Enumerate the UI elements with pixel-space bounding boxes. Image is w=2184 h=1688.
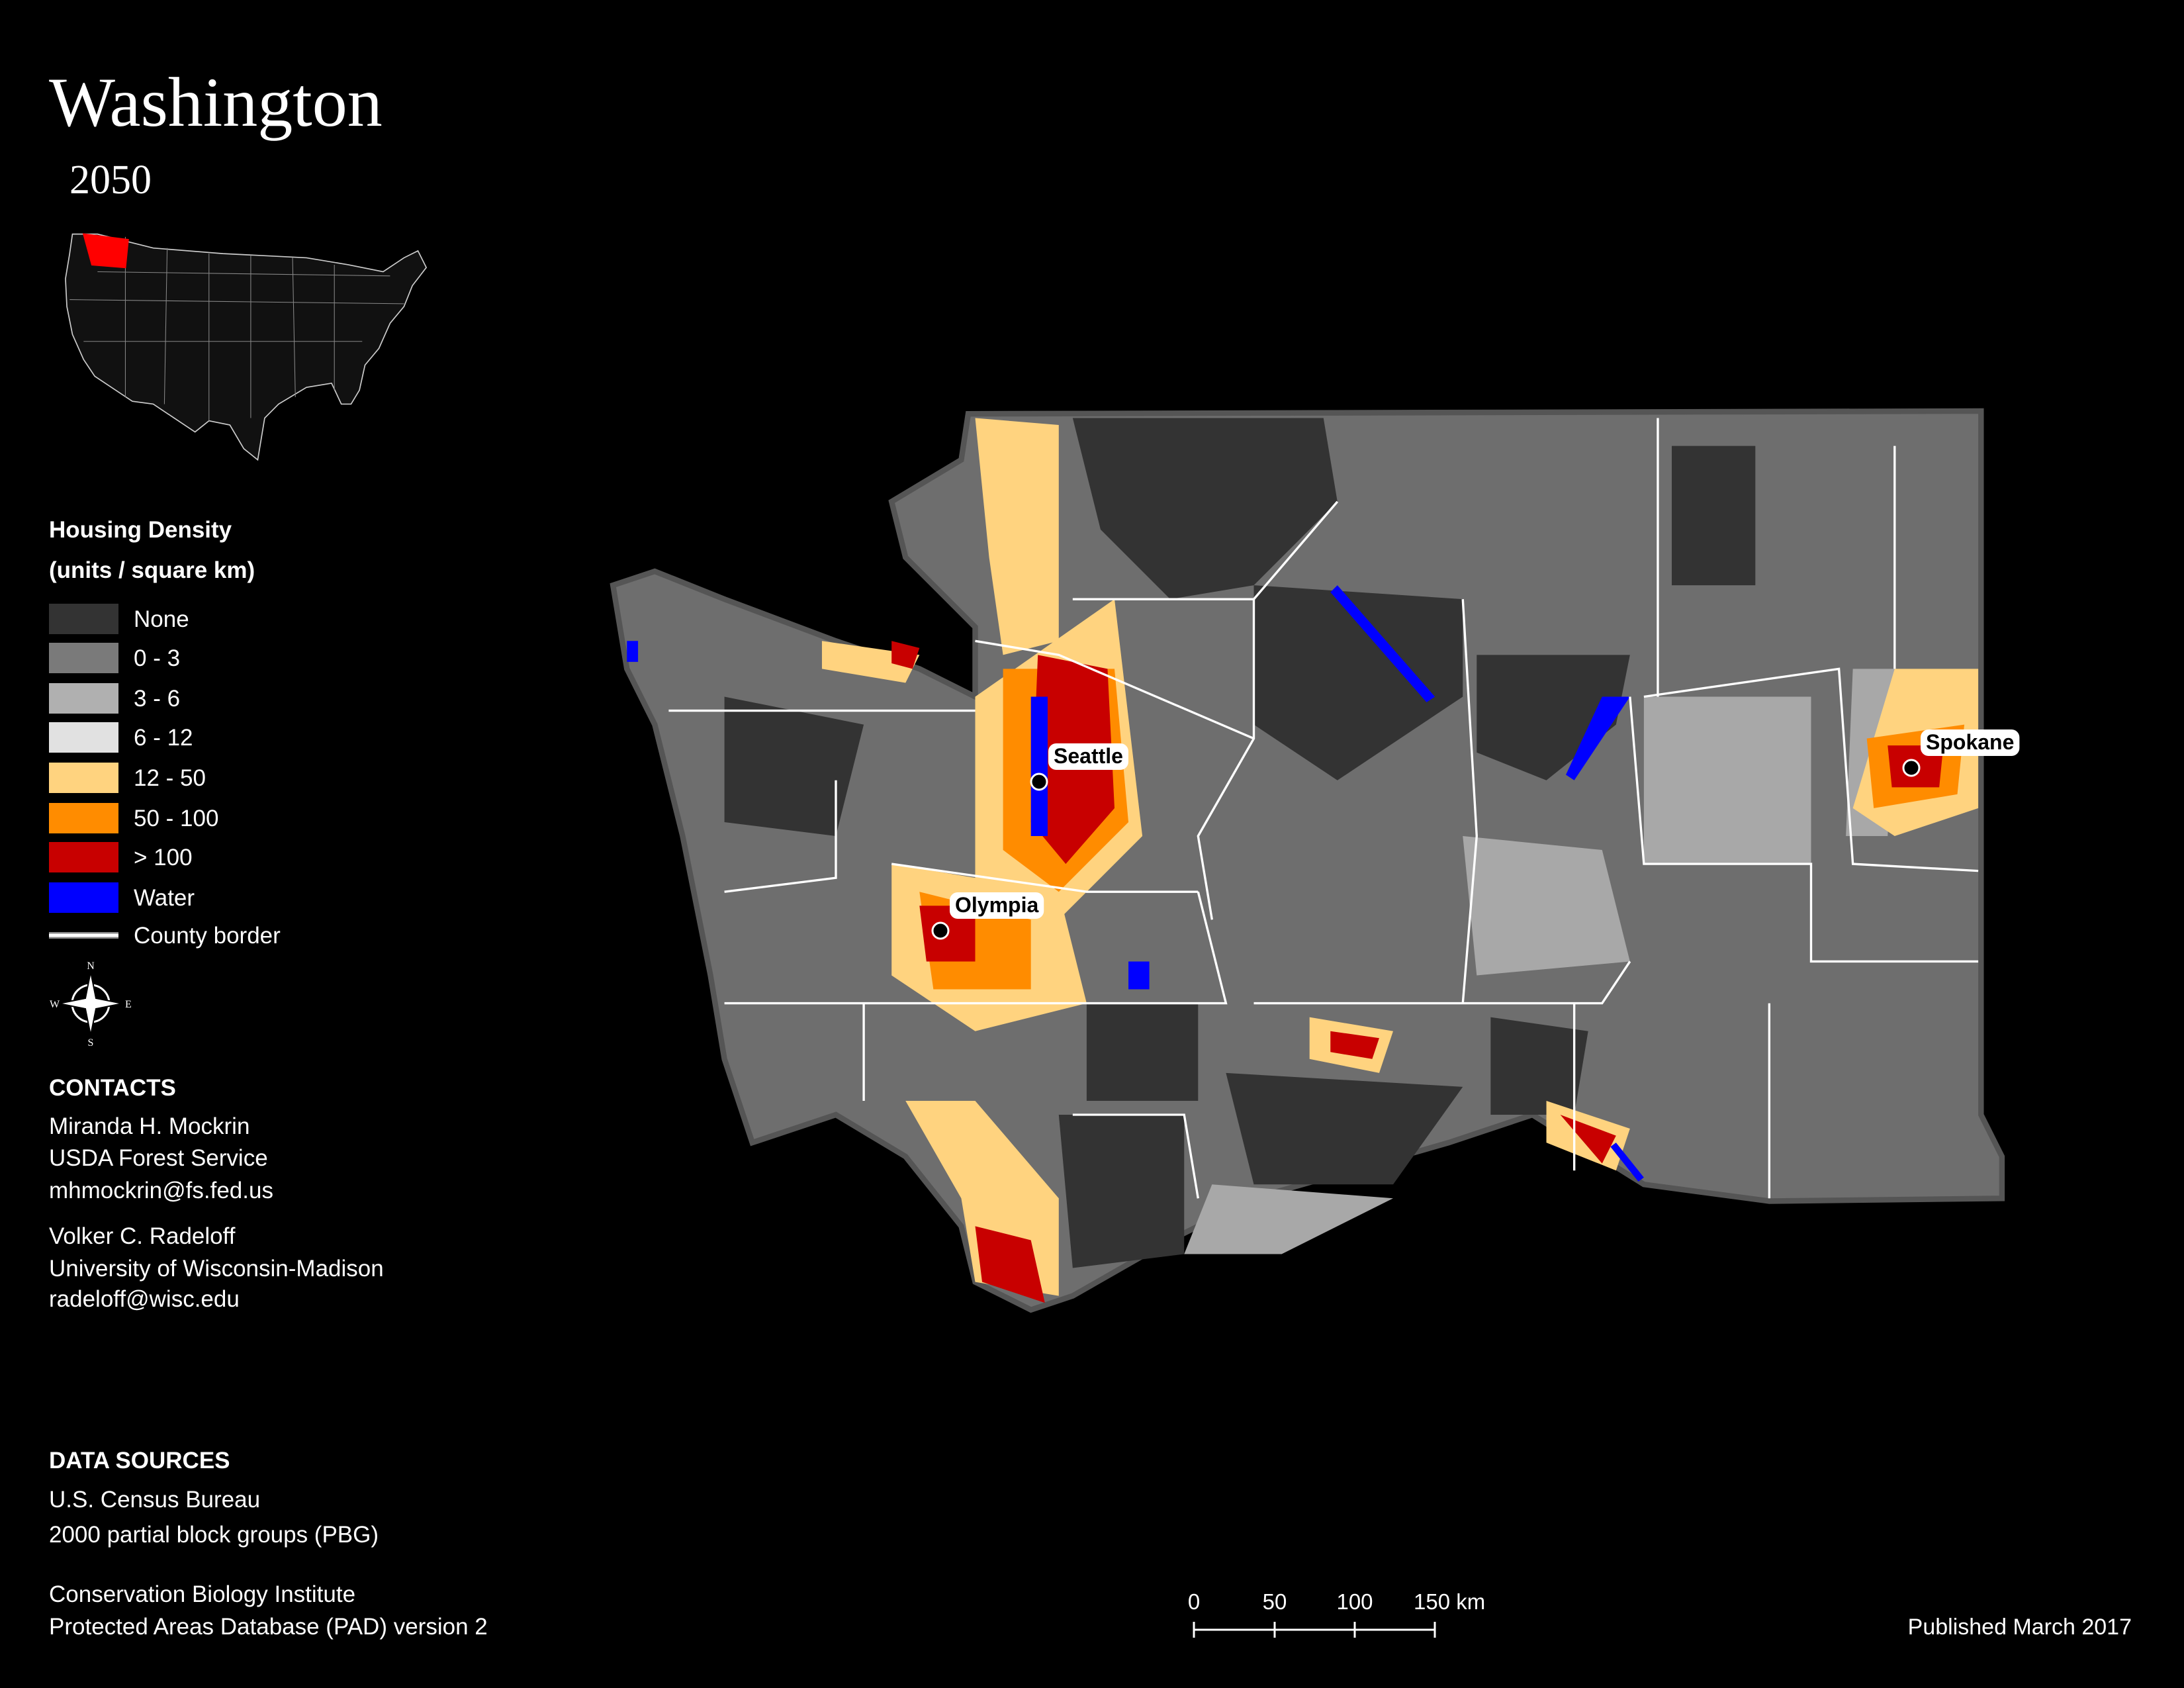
scale-label: 150 km (1414, 1589, 1485, 1614)
source-line: 2000 partial block groups (PBG) (49, 1522, 379, 1548)
legend-swatch (49, 882, 118, 913)
inset-highlight (82, 233, 129, 269)
legend-label: Water (134, 885, 195, 911)
svg-text:W: W (50, 999, 60, 1010)
city-dot (1030, 773, 1048, 791)
subtitle: 2050 (69, 158, 152, 203)
legend-label: 0 - 3 (134, 645, 180, 671)
svg-text:E: E (125, 999, 132, 1010)
legend-swatch (49, 683, 118, 714)
city-label-box (950, 892, 1044, 919)
contacts-heading: CONTACTS (49, 1075, 176, 1101)
legend-label: 12 - 50 (134, 765, 206, 791)
city-label: Spokane (1926, 730, 2014, 754)
legend-swatch (49, 604, 118, 634)
source-line: U.S. Census Bureau (49, 1487, 260, 1513)
scale-bar: 0 50 100 150 km (1188, 1589, 1485, 1638)
city: Olympia (931, 892, 1044, 940)
published: Published March 2017 (1908, 1615, 2132, 1640)
scale-label: 100 (1336, 1589, 1373, 1614)
contact-line: Volker C. Radeloff (49, 1223, 236, 1249)
contacts: Miranda H. Mockrin USDA Forest Service mhm… (49, 1113, 384, 1312)
us-inset (65, 233, 428, 461)
legend-label: > 100 (134, 845, 193, 870)
state-map (610, 408, 2005, 1313)
svg-text:S: S (88, 1037, 94, 1049)
legend-label: 50 - 100 (134, 806, 218, 831)
cities: Seattle Olympia Spokane (931, 729, 2020, 940)
legend-swatch (49, 803, 118, 833)
source-line: Conservation Biology Institute (49, 1581, 355, 1607)
legend-swatch (49, 763, 118, 793)
legend-units: (units / square km) (49, 557, 255, 583)
contact-line: USDA Forest Service (49, 1145, 268, 1171)
title: Washington (49, 64, 383, 141)
city: Seattle (1030, 743, 1128, 791)
city-label-box (1921, 729, 2020, 756)
contact-line: radeloff@wisc.edu (49, 1286, 240, 1312)
city-dot (1902, 759, 1921, 777)
data-sources: U.S. Census Bureau 2000 partial block gro… (49, 1487, 488, 1640)
svg-text:N: N (87, 961, 95, 972)
city-label: Olympia (955, 893, 1038, 917)
city-label: Seattle (1054, 744, 1123, 768)
legend-title: Housing Density (49, 517, 232, 543)
source-line: Protected Areas Database (PAD) version 2 (49, 1614, 488, 1640)
city: Spokane (1902, 729, 2020, 777)
scale-label: 0 (1188, 1589, 1200, 1614)
contact-line: Miranda H. Mockrin (49, 1113, 250, 1139)
legend-label: None (134, 606, 189, 632)
legend-label: 3 - 6 (134, 686, 180, 712)
sources-heading: DATA SOURCES (49, 1448, 230, 1474)
legend-label: County border (134, 923, 281, 949)
contact-line: University of Wisconsin-Madison (49, 1256, 384, 1282)
contact-line: mhmockrin@fs.fed.us (49, 1178, 273, 1203)
city-dot (931, 921, 950, 940)
city-label-box (1048, 743, 1128, 770)
compass: N S W E (50, 961, 132, 1049)
scale-label: 50 (1263, 1589, 1287, 1614)
legend-label: 6 - 12 (134, 725, 193, 751)
legend: None 0 - 3 3 - 6 6 - 12 12 - 50 50 - 100 > 100… (49, 604, 281, 949)
legend-swatch (49, 643, 118, 673)
legend-swatch (49, 722, 118, 753)
legend-swatch (49, 842, 118, 872)
